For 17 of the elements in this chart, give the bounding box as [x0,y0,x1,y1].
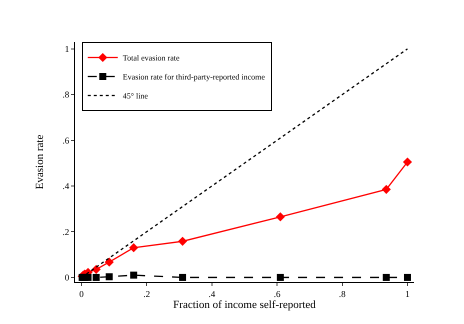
y-tick-label: .4 [62,181,70,192]
x-tick-label: 1 [405,288,410,299]
y-tick-label: 1 [64,44,70,54]
legend-label: Evasion rate for third-party-reported income [122,72,266,82]
legend-label: 45° line [122,92,148,101]
x-tick-label: .2 [143,288,150,299]
x-axis-title: Fraction of income self-reported [173,299,316,311]
y-tick-label: .8 [62,90,70,100]
legend-label: Total evasion rate [122,54,180,63]
y-tick-label: .6 [62,135,70,146]
y-tick-label: 0 [64,272,70,283]
x-tick-label: 0 [79,288,84,299]
x-tick-label: .6 [274,288,281,299]
y-tick-label: .2 [62,226,70,237]
y-axis-title: Evasion rate [34,134,46,190]
x-tick-label: .8 [338,288,346,299]
x-tick-label: .4 [208,288,216,299]
